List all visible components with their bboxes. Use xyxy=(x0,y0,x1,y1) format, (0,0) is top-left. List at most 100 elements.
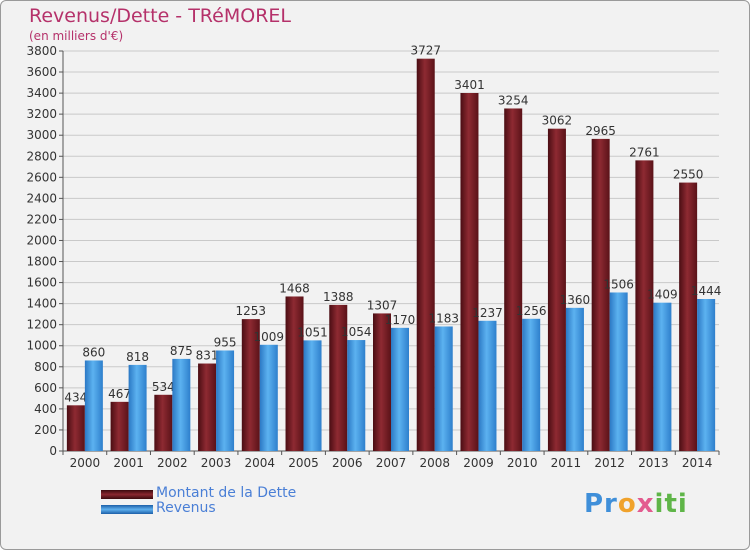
x-tick-label: 2006 xyxy=(332,456,363,470)
value-label-dette: 467 xyxy=(108,387,131,401)
bar-revenus xyxy=(259,344,278,451)
bar-revenus xyxy=(653,302,672,451)
bar-dette xyxy=(154,394,173,451)
value-label-dette: 2550 xyxy=(673,168,704,182)
y-tick-label: 1200 xyxy=(26,318,57,332)
y-tick-label: 3400 xyxy=(26,86,57,100)
bar-dette xyxy=(329,304,348,451)
x-tick-label: 2007 xyxy=(376,456,407,470)
value-label-dette: 3727 xyxy=(410,44,441,58)
y-tick-label: 1800 xyxy=(26,255,57,269)
proxiti-logo: Proxiti xyxy=(584,489,688,519)
value-label-revenus: 1444 xyxy=(691,284,722,298)
value-label-revenus: 1237 xyxy=(472,306,503,320)
y-tick-label: 0 xyxy=(49,444,57,458)
value-label-dette: 831 xyxy=(196,349,219,363)
bar-revenus xyxy=(697,299,716,451)
bar-dette xyxy=(591,138,610,452)
bar-dette xyxy=(504,108,523,451)
value-label-revenus: 1409 xyxy=(647,288,678,302)
legend-label-dette: Montant de la Dette xyxy=(156,485,297,501)
bar-dette xyxy=(110,401,129,451)
bar-revenus xyxy=(391,327,409,451)
bar-revenus xyxy=(522,318,541,451)
value-label-revenus: 875 xyxy=(170,344,193,358)
value-label-dette: 1253 xyxy=(236,304,267,318)
x-tick-label: 2005 xyxy=(288,456,319,470)
value-label-revenus: 1054 xyxy=(341,325,372,339)
value-label-revenus: 955 xyxy=(214,335,237,349)
value-label-revenus: 1360 xyxy=(560,293,591,307)
x-tick-label: 2002 xyxy=(157,456,188,470)
y-tick-label: 600 xyxy=(34,381,57,395)
bar-dette xyxy=(373,313,391,451)
bar-revenus xyxy=(84,360,103,451)
x-tick-label: 2003 xyxy=(201,456,232,470)
value-label-revenus: 1256 xyxy=(516,304,547,318)
legend-swatch-revenus xyxy=(101,505,153,514)
y-tick-label: 3000 xyxy=(26,128,57,142)
bar-revenus xyxy=(347,340,366,451)
y-tick-label: 2200 xyxy=(26,212,57,226)
value-label-dette: 1468 xyxy=(279,281,310,295)
bar-revenus xyxy=(172,358,191,451)
bar-dette xyxy=(416,58,435,452)
x-tick-label: 2010 xyxy=(507,456,538,470)
y-tick-label: 2800 xyxy=(26,149,57,163)
value-label-dette: 434 xyxy=(64,390,87,404)
value-label-dette: 2761 xyxy=(629,145,660,159)
value-label-dette: 3254 xyxy=(498,93,529,107)
x-tick-label: 2001 xyxy=(113,456,144,470)
bar-revenus xyxy=(478,320,497,451)
x-tick-label: 2013 xyxy=(638,456,669,470)
legend-swatch-dette xyxy=(101,490,153,499)
value-label-revenus: 1506 xyxy=(603,277,634,291)
x-tick-label: 2004 xyxy=(245,456,276,470)
value-label-revenus: 818 xyxy=(126,350,149,364)
y-tick-label: 1600 xyxy=(26,276,57,290)
value-label-revenus: 1183 xyxy=(428,311,459,325)
value-label-revenus: 1009 xyxy=(254,330,285,344)
value-label-revenus: 1170 xyxy=(385,313,416,327)
bar-revenus xyxy=(216,350,235,451)
x-tick-label: 2009 xyxy=(463,456,494,470)
value-label-dette: 3401 xyxy=(454,78,485,92)
value-label-revenus: 860 xyxy=(82,345,105,359)
chart-title: Revenus/Dette - TRéMOREL xyxy=(29,5,291,27)
bar-revenus xyxy=(303,340,322,451)
value-label-dette: 2965 xyxy=(585,124,616,138)
y-tick-label: 2000 xyxy=(26,233,57,247)
bar-dette xyxy=(679,182,698,451)
value-label-dette: 1388 xyxy=(323,290,354,304)
y-tick-label: 2600 xyxy=(26,170,57,184)
value-label-dette: 534 xyxy=(152,380,175,394)
y-tick-label: 1400 xyxy=(26,297,57,311)
x-tick-label: 2008 xyxy=(419,456,450,470)
bar-revenus xyxy=(434,326,453,451)
legend-label-revenus: Revenus xyxy=(156,500,216,516)
x-tick-label: 2011 xyxy=(551,456,582,470)
bar-revenus xyxy=(609,292,628,451)
y-tick-label: 3200 xyxy=(26,107,57,121)
bar-revenus xyxy=(565,307,584,451)
y-tick-label: 400 xyxy=(34,402,57,416)
x-tick-label: 2000 xyxy=(70,456,101,470)
bar-dette xyxy=(66,405,85,451)
bar-dette xyxy=(460,93,479,451)
bar-dette xyxy=(198,363,217,451)
y-tick-label: 200 xyxy=(34,423,57,437)
bar-dette xyxy=(547,128,566,451)
bar-dette xyxy=(285,296,304,451)
y-tick-label: 1000 xyxy=(26,339,57,353)
bar-dette xyxy=(635,160,654,452)
value-label-dette: 1307 xyxy=(367,298,398,312)
x-tick-label: 2014 xyxy=(682,456,713,470)
x-tick-label: 2012 xyxy=(594,456,625,470)
value-label-revenus: 1051 xyxy=(297,325,328,339)
value-label-dette: 3062 xyxy=(542,114,573,128)
y-tick-label: 3800 xyxy=(26,44,57,58)
y-tick-label: 800 xyxy=(34,360,57,374)
bar-dette xyxy=(241,319,260,451)
